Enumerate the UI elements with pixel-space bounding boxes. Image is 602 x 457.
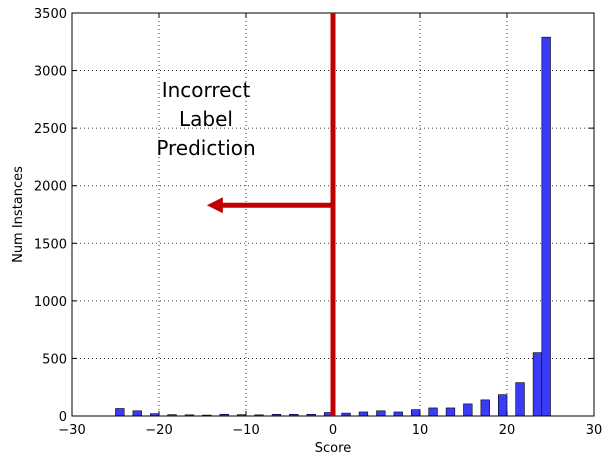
x-tick-label: 0 xyxy=(329,423,337,438)
x-tick-label: 30 xyxy=(586,423,602,438)
annotation: Incorrect Label Prediction xyxy=(156,13,336,416)
histogram-bar xyxy=(410,409,421,417)
annotation-line-incorrect: Incorrect xyxy=(162,78,251,102)
y-tick-label: 1000 xyxy=(34,295,67,310)
histogram-bar xyxy=(376,410,386,417)
x-tick-label: −10 xyxy=(232,423,259,438)
annotation-line-prediction: Prediction xyxy=(156,136,255,160)
histogram-bar xyxy=(532,352,543,417)
x-tick-label: 20 xyxy=(499,423,516,438)
annotation-line-label: Label xyxy=(179,107,233,131)
x-axis-label: Score xyxy=(315,441,351,456)
histogram-bar xyxy=(115,408,125,417)
y-tick-label: 0 xyxy=(59,410,67,425)
y-tick-label: 2500 xyxy=(34,122,67,137)
histogram-bar xyxy=(132,410,142,417)
histogram-bar xyxy=(428,407,438,417)
histogram-bar xyxy=(515,382,525,417)
histogram-bar xyxy=(445,407,456,417)
x-tick-label: −30 xyxy=(58,423,85,438)
y-axis-label: Num Instances xyxy=(11,166,26,263)
y-tick-label: 500 xyxy=(42,352,67,367)
y-tick-label: 3000 xyxy=(34,65,67,80)
histogram-bar xyxy=(393,411,403,417)
x-tick-label: −20 xyxy=(145,423,172,438)
arrow-head xyxy=(206,197,223,214)
histogram-bar xyxy=(497,394,508,417)
y-tick-label: 3500 xyxy=(34,7,67,22)
ticks: −30 −20 −10 0 10 20 30 0 500 1000 1500 2000 2500 3000… xyxy=(34,7,602,438)
histogram-bar xyxy=(358,411,369,417)
x-tick-label: 10 xyxy=(412,423,429,438)
histogram-bar xyxy=(541,36,551,417)
histogram-bar xyxy=(463,403,473,417)
y-tick-label: 2000 xyxy=(34,180,67,195)
y-tick-label: 1500 xyxy=(34,237,67,252)
histogram-bar xyxy=(480,399,490,417)
